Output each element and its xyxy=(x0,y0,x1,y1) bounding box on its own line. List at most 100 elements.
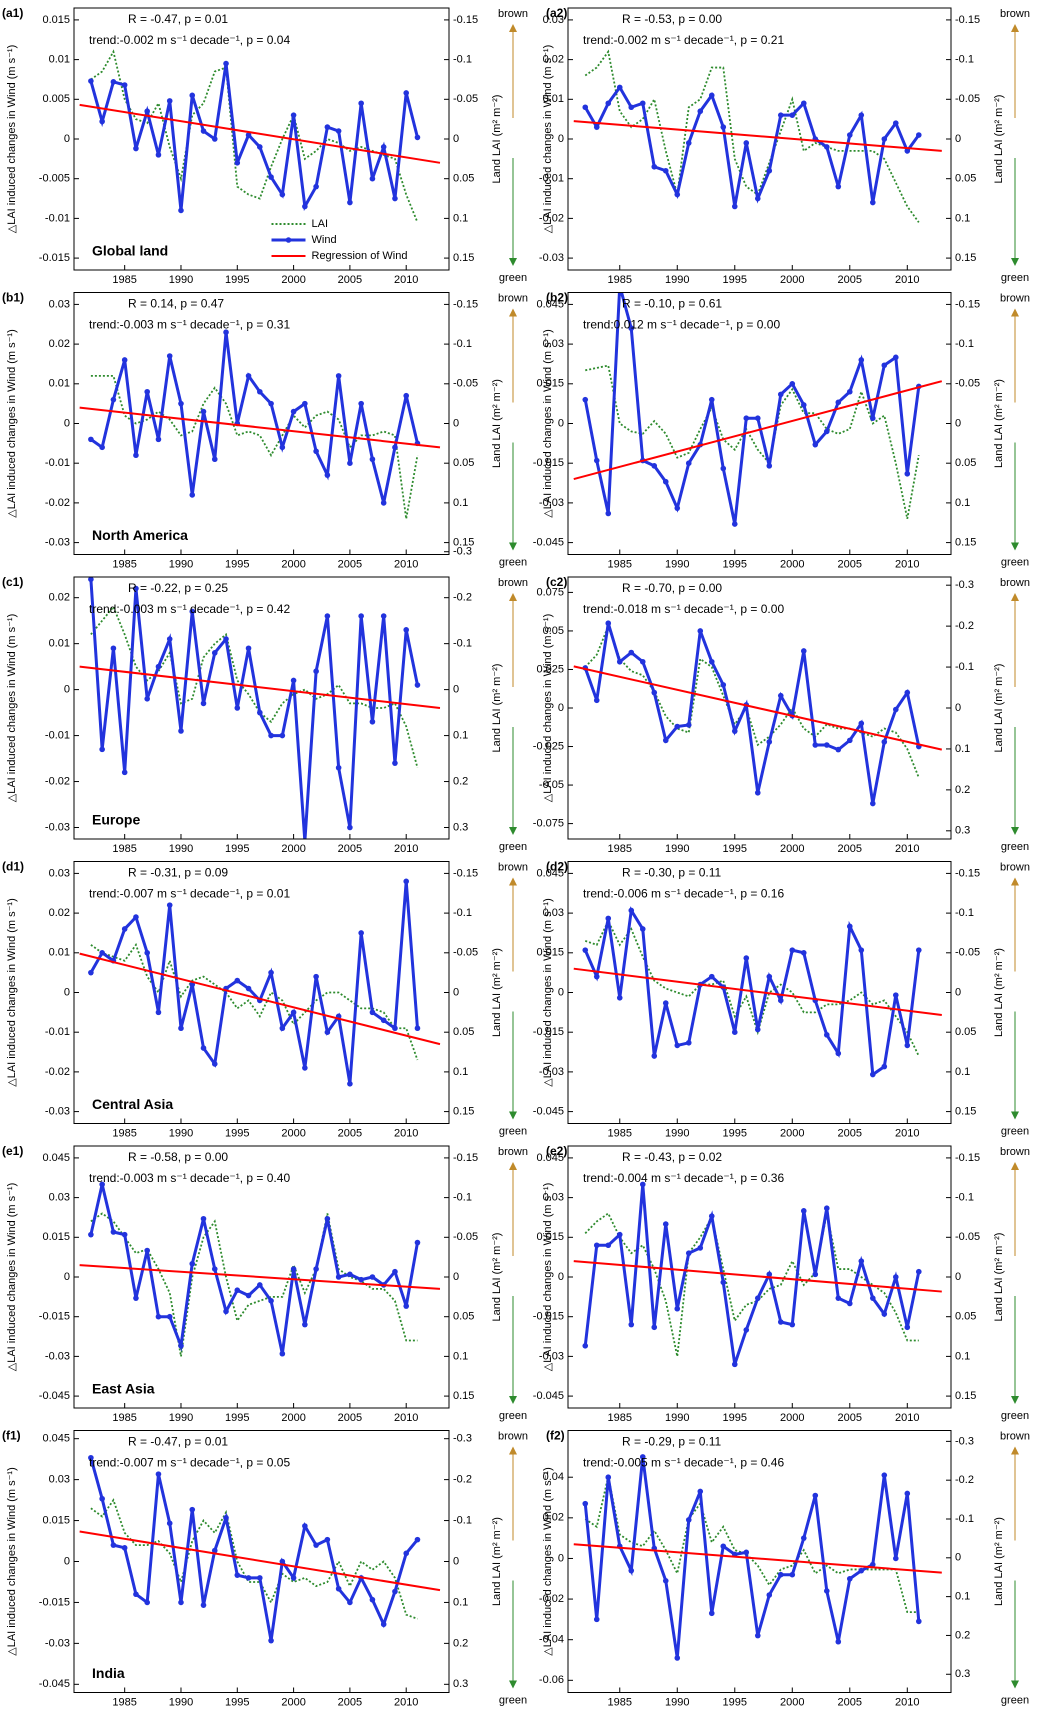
x-tick-label: 2010 xyxy=(394,1696,418,1708)
x-tick-label: 1995 xyxy=(723,1127,747,1139)
y-tick-label: 0.01 xyxy=(49,378,70,390)
x-tick-label: 2005 xyxy=(838,843,862,855)
wind-point xyxy=(380,1621,387,1628)
wind-point xyxy=(380,144,387,150)
x-tick-label: 1995 xyxy=(225,843,249,855)
y2-tick-label: -0.15 xyxy=(955,298,980,310)
x-tick-label: 1985 xyxy=(112,1696,136,1708)
region-name: East Asia xyxy=(92,1381,155,1397)
wind-point xyxy=(121,357,128,363)
y2-tick-label: -0.1 xyxy=(955,907,974,919)
y2-tick-label: -0.1 xyxy=(453,907,472,919)
y2-tick-label: 0.1 xyxy=(453,212,468,224)
y2-tick-label: -0.1 xyxy=(955,1513,974,1525)
wind-point xyxy=(166,1313,173,1320)
y-tick-label: 0 xyxy=(64,417,70,429)
wind-point xyxy=(133,452,139,459)
x-tick-label: 1985 xyxy=(112,1127,136,1139)
stats: R = -0.70, p = 0.00 xyxy=(622,581,722,595)
brown-label: brown xyxy=(1000,1430,1030,1442)
wind-point xyxy=(211,456,218,463)
y-tick-label: 0.015 xyxy=(42,14,70,26)
regression-line xyxy=(79,406,441,449)
wind-point xyxy=(257,709,263,716)
wind-point xyxy=(881,362,888,369)
wind-point xyxy=(731,728,738,734)
y2-tick-label: 0 xyxy=(453,1555,459,1567)
y2-tick-label: 0.3 xyxy=(453,821,468,833)
x-tick-label: 2000 xyxy=(780,1696,804,1708)
x-tick-label: 2000 xyxy=(780,274,804,286)
y2-tick-label: -0.1 xyxy=(453,54,472,66)
x-tick-label: 2000 xyxy=(780,1412,804,1424)
wind-point xyxy=(869,800,876,807)
wind-point xyxy=(904,1324,911,1331)
regression-line xyxy=(573,380,943,481)
wind-point xyxy=(639,1454,646,1460)
wind-point xyxy=(881,136,888,142)
y2-tick-label: -0.3 xyxy=(955,579,974,591)
wind-point xyxy=(800,100,807,107)
panel-label: (c1) xyxy=(2,575,23,589)
wind-point xyxy=(731,1029,738,1035)
y2-tick-label: 0.1 xyxy=(955,1066,970,1078)
y-tick-label: -0.03 xyxy=(539,1350,564,1362)
wind-point xyxy=(708,658,715,665)
y-tick-label: 0 xyxy=(558,1552,564,1564)
y2-tick-label: 0.1 xyxy=(955,1591,970,1603)
y-axis-label: △LAI induced changes in Wind (m s⁻¹) xyxy=(542,1467,554,1656)
y-tick-label: -0.02 xyxy=(45,1066,70,1078)
wind-point xyxy=(324,1215,331,1222)
y-tick-label: -0.01 xyxy=(45,457,70,469)
y-tick-label: 0 xyxy=(64,684,70,696)
regression-line xyxy=(79,103,441,164)
panel: 1985 1990 1995 2000 2005 2010 -0.03 -0.02 -0.01 0… xyxy=(2,291,528,571)
wind-point xyxy=(358,930,364,936)
wind-point xyxy=(593,697,600,704)
wind-point xyxy=(414,1239,421,1246)
y2-tick-label: -0.2 xyxy=(453,592,472,604)
y-axis-label: △LAI induced changes in Wind (m s⁻¹) xyxy=(6,1183,18,1372)
panel: 1985 1990 1995 2000 2005 2010 -0.03 -0.02 -0.01 0… xyxy=(2,860,528,1140)
wind-point xyxy=(313,183,319,190)
wind-point xyxy=(155,1009,162,1016)
wind-point xyxy=(881,1311,888,1317)
wind-point xyxy=(347,199,353,206)
plot-frame xyxy=(567,292,952,555)
wind-point xyxy=(743,415,750,422)
wind-line xyxy=(89,1457,419,1641)
x-tick-label: 2010 xyxy=(394,1412,418,1424)
x-tick-label: 1990 xyxy=(169,843,193,855)
lai-line xyxy=(584,918,920,1057)
wind-point xyxy=(628,104,635,111)
x-tick-label: 2005 xyxy=(338,1412,362,1424)
trend: trend:-0.003 m s⁻¹ decade⁻¹, p = 0.42 xyxy=(89,602,290,616)
plot-frame xyxy=(73,861,450,1124)
y2-tick-label: 0.15 xyxy=(453,1105,474,1117)
wind-point xyxy=(823,1588,830,1594)
wind-point xyxy=(708,973,715,980)
y2-axis-label: Land LAI (m² m⁻²) xyxy=(491,379,503,468)
wind-point xyxy=(290,112,297,118)
wind-point xyxy=(846,923,853,930)
y-tick-label: -0.015 xyxy=(533,1026,564,1038)
y-tick-label: -0.01 xyxy=(539,173,564,185)
y2-tick-label: 0 xyxy=(955,1271,961,1283)
y2-axis-label: Land LAI (m² m⁻²) xyxy=(993,95,1005,184)
x-tick-label: 2005 xyxy=(838,1127,862,1139)
x-tick-label: 2005 xyxy=(838,274,862,286)
wind-point xyxy=(358,400,364,407)
y-axis-label: △LAI induced changes in Wind (m s⁻¹) xyxy=(6,614,18,803)
wind-point xyxy=(290,1575,297,1581)
green-label: green xyxy=(499,272,527,284)
x-tick-label: 2005 xyxy=(338,843,362,855)
wind-point xyxy=(99,118,105,125)
y-tick-label: 0 xyxy=(64,133,70,145)
wind-point xyxy=(777,1319,784,1325)
y-tick-label: -0.01 xyxy=(45,729,70,741)
regression-line xyxy=(79,1530,441,1592)
wind-point xyxy=(279,191,286,198)
wind-point xyxy=(720,465,727,472)
wind-point xyxy=(685,1250,692,1256)
x-tick-label: 1985 xyxy=(608,558,632,570)
